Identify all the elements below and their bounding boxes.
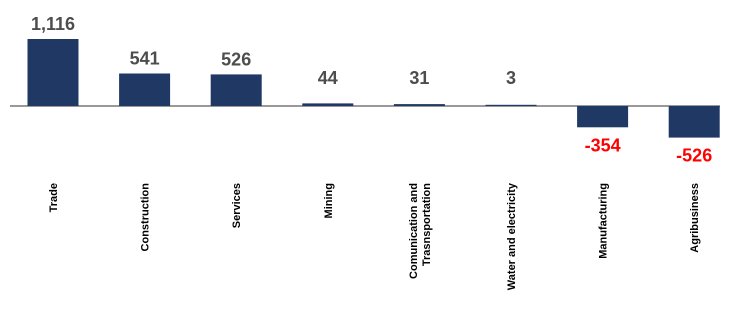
category-label-1-line-0: Construction <box>140 183 152 252</box>
category-label-5: Water and electricity <box>506 182 518 290</box>
bar-7 <box>668 106 720 138</box>
data-label-6: -354 <box>585 135 621 155</box>
category-label-5-line-0: Water and electricity <box>506 182 518 290</box>
category-label-4-line-0: Comunication and <box>408 183 420 279</box>
data-label-4: 31 <box>409 68 429 88</box>
bar-1 <box>119 73 171 106</box>
data-label-5: 3 <box>506 68 516 88</box>
category-label-7-line-0: Agribusiness <box>689 183 701 253</box>
data-label-2: 526 <box>221 49 251 69</box>
category-label-0-line-0: Trade <box>48 183 60 212</box>
category-label-2-line-0: Services <box>231 183 243 228</box>
bar-6 <box>577 106 629 128</box>
data-label-1: 541 <box>130 49 160 69</box>
category-label-7: Agribusiness <box>689 183 701 253</box>
category-label-0: Trade <box>48 183 60 212</box>
bar-2 <box>210 74 262 106</box>
category-label-3: Mining <box>323 183 335 218</box>
bar-5 <box>485 104 537 106</box>
data-label-0: 1,116 <box>31 14 75 34</box>
category-label-2: Services <box>231 183 243 228</box>
bar-3 <box>302 103 354 106</box>
category-label-1: Construction <box>140 183 152 252</box>
bar-4 <box>393 104 445 106</box>
category-label-6: Manufacturing <box>598 183 610 259</box>
data-label-7: -526 <box>676 146 712 166</box>
bar-0 <box>27 39 79 106</box>
category-label-4: Comunication andTrasnsportation <box>408 183 433 279</box>
data-label-3: 44 <box>318 68 338 88</box>
category-label-3-line-0: Mining <box>323 183 335 218</box>
category-label-6-line-0: Manufacturing <box>598 183 610 259</box>
category-label-4-line-1: Trasnsportation <box>421 183 433 266</box>
